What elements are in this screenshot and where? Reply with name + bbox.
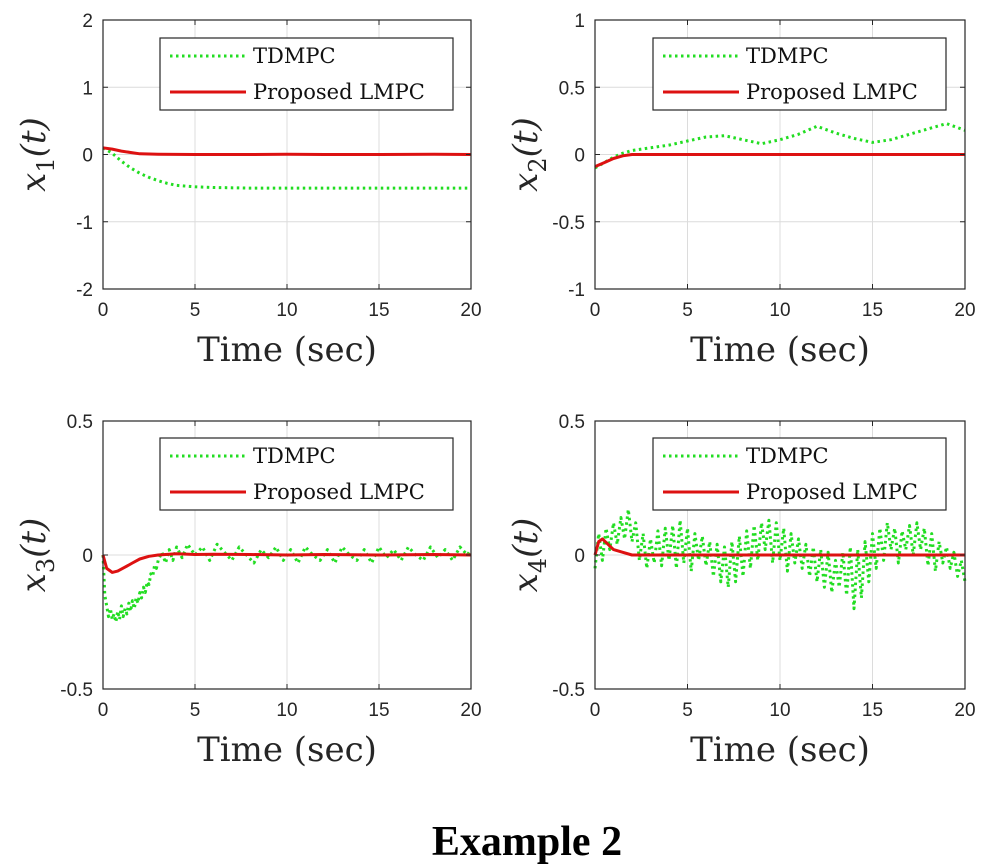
legend-label-lmpc: Proposed LMPC xyxy=(253,480,425,504)
x-tick-label: 15 xyxy=(368,300,389,321)
y-axis-label: x4(t) xyxy=(506,518,552,593)
x-tick-label: 0 xyxy=(98,300,109,321)
y-tick-label: -0.5 xyxy=(552,213,585,234)
x-tick-label: 5 xyxy=(190,300,201,321)
series-line-lmpc xyxy=(101,552,472,574)
series-line-tdmpc xyxy=(102,146,471,190)
x-tick-label: 10 xyxy=(769,300,790,321)
subplot-x2: 0 5 10 15 20 -1 -0.5 0 0.5 1 Time (sec) x2(t) TDMPC P… xyxy=(506,11,976,370)
y-tick-label: 2 xyxy=(82,11,93,32)
x-tick-label: 5 xyxy=(682,300,693,321)
x-tick-label: 10 xyxy=(276,300,297,321)
series-line-lmpc xyxy=(594,153,965,168)
x-tick-label: 0 xyxy=(98,700,109,721)
y-tick-label: 1 xyxy=(82,78,93,99)
y-tick-label: 0 xyxy=(574,546,585,567)
x-tick-label: 20 xyxy=(954,700,975,721)
x-tick-label: 20 xyxy=(460,300,481,321)
x-tick-label: 15 xyxy=(862,300,883,321)
y-tick-label: 1 xyxy=(574,11,585,32)
y-tick-label: -1 xyxy=(76,213,93,234)
x-tick-label: 10 xyxy=(769,700,790,721)
legend-label-tdmpc: TDMPC xyxy=(253,44,336,68)
legend-label-lmpc: Proposed LMPC xyxy=(746,480,918,504)
x-tick-label: 10 xyxy=(276,700,297,721)
x-tick-label: 5 xyxy=(190,700,201,721)
y-axis-label: x2(t) xyxy=(506,117,552,192)
y-tick-label: 0.5 xyxy=(559,78,585,99)
x-tick-label: 15 xyxy=(862,700,883,721)
y-tick-label: 0 xyxy=(82,146,93,167)
x-tick-label: 20 xyxy=(954,300,975,321)
x-tick-label: 0 xyxy=(590,300,601,321)
y-tick-label: 0 xyxy=(574,146,585,167)
series-line-tdmpc xyxy=(594,122,966,170)
x-tick-label: 0 xyxy=(590,700,601,721)
y-tick-label: 0 xyxy=(82,546,93,567)
legend-label-lmpc: Proposed LMPC xyxy=(746,80,918,104)
legend-box xyxy=(652,37,947,111)
subplot-x1: 0 5 10 15 20 -2 -1 0 1 2 Time (sec) x1(t) TDMPC Propo… xyxy=(14,11,482,370)
series-line-tdmpc xyxy=(101,542,473,624)
x-axis-label: Time (sec) xyxy=(690,330,870,370)
y-tick-label: -2 xyxy=(76,280,93,301)
x-tick-label: 5 xyxy=(682,700,693,721)
legend-label-tdmpc: TDMPC xyxy=(746,44,829,68)
legend-box xyxy=(159,37,454,111)
x-axis-label: Time (sec) xyxy=(197,330,377,370)
legend-box xyxy=(652,437,947,511)
x-tick-label: 20 xyxy=(460,700,481,721)
y-tick-label: 0.5 xyxy=(67,412,93,433)
y-axis-label: x3(t) xyxy=(14,518,60,593)
x-axis-label: Time (sec) xyxy=(690,730,870,770)
figure-caption: Example 2 xyxy=(432,819,622,865)
legend-label-lmpc: Proposed LMPC xyxy=(253,80,425,104)
y-tick-label: -0.5 xyxy=(60,680,93,701)
y-axis-label: x1(t) xyxy=(14,117,60,192)
series-line-lmpc xyxy=(593,537,965,557)
y-tick-label: -1 xyxy=(568,280,585,301)
x-tick-label: 15 xyxy=(368,700,389,721)
x-axis-label: Time (sec) xyxy=(197,730,377,770)
y-tick-label: -0.5 xyxy=(552,680,585,701)
legend-label-tdmpc: TDMPC xyxy=(746,444,829,468)
legend-box xyxy=(159,437,454,511)
y-tick-label: 0.5 xyxy=(559,412,585,433)
legend-label-tdmpc: TDMPC xyxy=(253,444,336,468)
series-line-lmpc xyxy=(102,146,472,156)
